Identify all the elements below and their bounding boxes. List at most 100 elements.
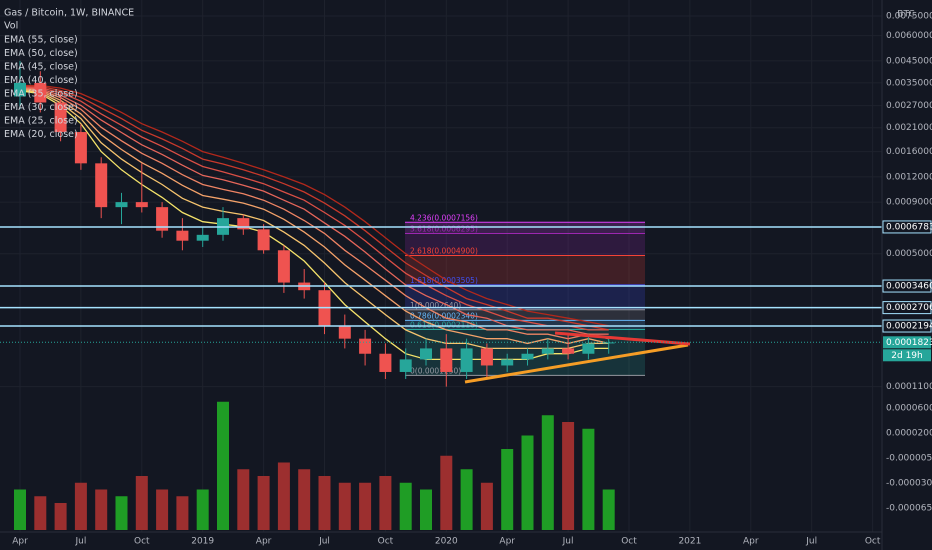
ema-line	[19, 89, 609, 350]
candle-body	[541, 348, 554, 354]
chart-title: Gas / Bitcoin, 1W, BINANCE	[4, 8, 134, 19]
candle-body	[480, 348, 493, 366]
volume-bar	[318, 476, 331, 530]
x-tick-label: Apr	[743, 537, 759, 547]
volume-bar	[338, 482, 351, 530]
candles	[14, 60, 615, 387]
fib-band	[405, 309, 645, 321]
x-tick-label: Oct	[134, 537, 150, 547]
volume-bar	[501, 449, 514, 530]
candle-body	[156, 207, 169, 231]
ema-line	[19, 86, 609, 331]
last-price-label: 0.0001823	[886, 338, 932, 348]
fib-label: 0.786(0.0002340)	[410, 311, 478, 320]
candle-body	[257, 229, 270, 251]
legend-entry: Vol	[4, 21, 18, 32]
x-tick-label: 2019	[191, 537, 214, 547]
legend-entry: EMA (45, close)	[4, 62, 78, 73]
candle-body	[399, 359, 412, 372]
y-tick-label: 0.0027000	[886, 101, 932, 111]
candle-body	[338, 325, 351, 339]
fib-label: 4.236(0.0007156)	[410, 213, 478, 222]
volume-bar	[54, 503, 67, 530]
y-tick-label: 0.0035000	[886, 78, 932, 88]
candle-body	[460, 348, 473, 372]
y-tick-label: 0.0060000	[886, 31, 932, 41]
x-tick-label: 2021	[678, 537, 701, 547]
candle-body	[521, 353, 534, 360]
volume-bar	[237, 469, 250, 530]
candle-body	[115, 202, 128, 208]
x-tick-label: 2020	[435, 537, 458, 547]
price-level-box	[882, 220, 932, 234]
fib-label: 1(0.0002640)	[410, 301, 461, 310]
y-tick-label: 0.0009000	[886, 198, 932, 208]
fib-label: 1.618(0.0003505)	[410, 276, 478, 285]
x-tick-label: Oct	[378, 537, 394, 547]
volume-bar	[480, 482, 493, 530]
candle-body	[135, 202, 148, 208]
legend-entry: EMA (30, close)	[4, 102, 78, 113]
currency: BTC	[897, 10, 914, 20]
x-tick-label: Oct	[865, 537, 881, 547]
candle-body	[54, 102, 67, 133]
candle-body	[420, 348, 432, 360]
price-level-label: 0.0002194	[886, 322, 932, 332]
volume-bar	[14, 489, 26, 530]
x-tick-label: Jul	[318, 537, 330, 547]
volume-bar	[176, 496, 189, 530]
y-tick-label: 0.0075000	[886, 12, 932, 22]
price-level-label: 0.0002706	[886, 303, 932, 313]
last-price-box	[883, 336, 931, 349]
candle-body	[196, 234, 209, 241]
y-tick-label: 0.0021000	[886, 123, 932, 133]
ema-line	[20, 84, 609, 327]
legend-entry: EMA (35, close)	[4, 89, 78, 100]
volume-bar	[521, 435, 534, 530]
volume-bar	[541, 415, 554, 530]
x-tick-label: Jul	[562, 537, 574, 547]
legend-entry: EMA (40, close)	[4, 75, 78, 86]
legend-entry: EMA (55, close)	[4, 35, 78, 46]
candle-body	[582, 343, 595, 354]
candle-body	[74, 132, 87, 164]
y-tick-label: 0.0005000	[886, 249, 932, 259]
y-tick-label: 0.0045000	[886, 56, 932, 66]
trend-line[interactable]	[464, 343, 689, 384]
volume-bar	[420, 489, 432, 530]
x-tick-label: Oct	[621, 537, 637, 547]
candle-body	[14, 82, 26, 97]
volume-bar	[257, 476, 270, 530]
volume-pane	[14, 401, 615, 530]
candle-body	[359, 338, 372, 354]
volume-scale-label: -0.0000300	[886, 479, 932, 489]
volume-scale-label: 0.0000200	[886, 429, 932, 439]
volume-bar	[277, 462, 290, 530]
candle-body	[562, 348, 575, 354]
ema-line	[19, 90, 609, 361]
volume-bar	[440, 455, 453, 530]
candle-body	[34, 82, 47, 103]
fib-band	[405, 233, 645, 256]
legend-entry: EMA (20, close)	[4, 129, 78, 140]
volume-bar	[399, 482, 412, 530]
fib-label: 2.618(0.0004900)	[410, 246, 478, 255]
legend: Gas / Bitcoin, 1W, BINANCE Vol EMA (55, …	[4, 8, 134, 141]
volume-bar	[460, 469, 473, 530]
x-tick-label: Apr	[12, 537, 28, 547]
price-axis	[882, 0, 932, 550]
volume-scale-label: -0.0000050	[886, 454, 932, 464]
candle-body	[277, 250, 290, 283]
trend-line[interactable]	[554, 331, 691, 346]
fib-retracement: 4.236(0.0007156) 3.618(0.0006295) 2.618(0.…	[405, 213, 645, 376]
x-tick-label: Jul	[805, 537, 817, 547]
volume-bar	[562, 422, 575, 530]
volume-bar	[359, 482, 372, 530]
ema-line	[19, 88, 609, 345]
legend-entry: EMA (50, close)	[4, 48, 78, 59]
fib-label: 3.618(0.0006295)	[410, 225, 478, 234]
volume-scale-label: -0.0000650	[886, 504, 932, 514]
volume-bar	[379, 476, 392, 530]
